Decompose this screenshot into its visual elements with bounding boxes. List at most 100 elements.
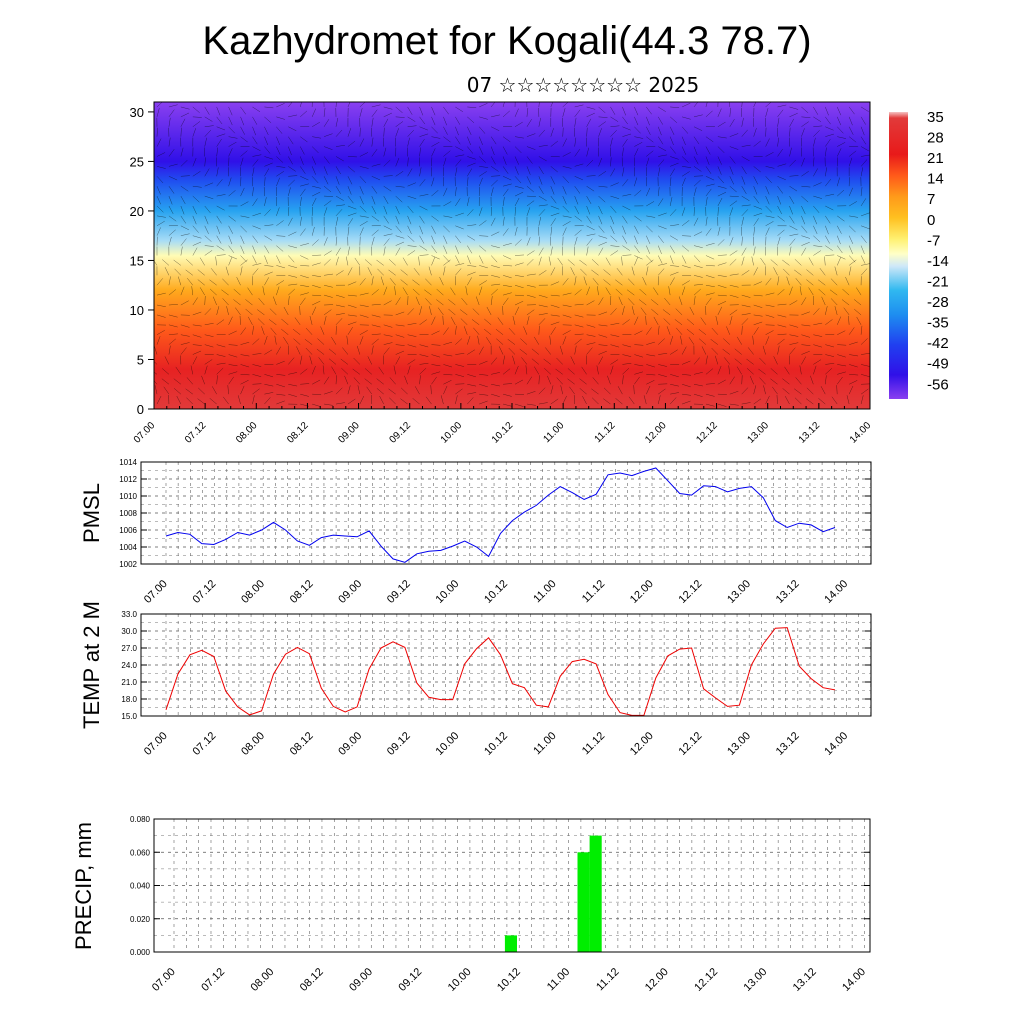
wind-barb: [292, 329, 301, 335]
wind-barb: [443, 374, 453, 376]
wind-barb: [765, 330, 774, 335]
wind-barb: [383, 246, 386, 256]
wind-barb: [455, 212, 464, 217]
wind-barb: [395, 171, 404, 177]
wind-barb: [657, 245, 662, 255]
wind-barb: [180, 147, 184, 157]
wind-barb: [598, 116, 608, 118]
wind-barb: [364, 259, 372, 266]
wind-barb: [586, 334, 596, 337]
wind-barb: [288, 156, 293, 165]
wind-barb: [252, 353, 262, 355]
wind-barb: [646, 116, 650, 126]
wind-barb: [192, 116, 202, 118]
wind-barb: [753, 212, 763, 217]
wind-barb: [264, 336, 268, 345]
wind-barb: [693, 245, 703, 249]
wind-barb: [825, 254, 835, 256]
wind-barb: [371, 149, 378, 157]
wind-barb: [216, 225, 221, 235]
wind-barb: [538, 216, 542, 226]
wind-barb: [634, 354, 644, 358]
wind-barb: [395, 225, 402, 233]
wind-barb: [729, 390, 739, 395]
chart-subtitle: 07 ☆☆☆☆☆☆☆☆ 2025: [467, 73, 700, 97]
wind-barb: [825, 167, 828, 177]
wind-barb: [860, 395, 864, 405]
wind-barb: [156, 152, 166, 157]
wind-barb: [323, 309, 332, 316]
wind-barb: [663, 318, 671, 326]
wind-barb: [228, 215, 236, 222]
wind-barb: [860, 225, 870, 230]
wind-barb: [412, 279, 420, 286]
wind-barb: [801, 235, 811, 239]
wind-barb: [538, 256, 542, 266]
wind-barb: [228, 141, 237, 147]
wind-barb: [359, 215, 369, 218]
wind-barb: [618, 296, 623, 306]
wind-barb: [431, 364, 441, 367]
wind-barb: [586, 112, 595, 118]
wind-barb: [789, 286, 793, 296]
wind-barb: [753, 195, 760, 204]
wind-barb: [526, 250, 535, 256]
xtick-label: 07.00: [142, 578, 170, 606]
wind-barb: [693, 255, 701, 263]
wind-barb: [574, 186, 581, 194]
wind-barb: [765, 186, 770, 195]
wind-barb: [622, 306, 625, 315]
wind-barb: [467, 277, 472, 286]
wind-barb: [174, 268, 182, 276]
wind-barb: [680, 335, 683, 345]
wind-barb: [603, 269, 611, 276]
wind-barb: [300, 284, 310, 287]
wind-barb: [503, 393, 512, 397]
wind-barb: [808, 257, 814, 266]
wind-barb: [394, 286, 396, 296]
wind-barb: [347, 205, 357, 210]
wind-barb: [502, 255, 512, 260]
wind-barb: [705, 403, 715, 407]
wind-barb: [531, 358, 540, 365]
wind-barb: [383, 286, 388, 296]
wind-barb: [240, 266, 243, 276]
xtick-label: 11.12: [580, 578, 607, 605]
xtick-label: 09.00: [336, 730, 364, 758]
wind-barb: [168, 104, 178, 108]
wind-barb: [288, 114, 298, 118]
wind-barb: [610, 235, 618, 242]
wind-barb: [371, 163, 381, 167]
wind-barb: [681, 102, 691, 108]
wind-barb: [288, 357, 295, 365]
wind-barb: [383, 185, 392, 192]
wind-barb: [836, 116, 842, 126]
wind-barb: [759, 377, 766, 385]
wind-barb: [717, 176, 725, 184]
wind-barb: [460, 318, 468, 326]
wind-barb: [813, 359, 822, 365]
wind-barb: [490, 179, 498, 187]
wind-barb: [443, 225, 450, 233]
wind-barb: [592, 377, 599, 385]
wind-barb: [837, 126, 844, 134]
wind-barb: [646, 255, 653, 263]
wind-barb: [842, 288, 850, 296]
wind-barb: [347, 281, 357, 286]
wind-barb: [848, 136, 857, 143]
wind-barb: [395, 235, 405, 239]
wind-barb: [598, 334, 608, 338]
wind-barb: [323, 156, 330, 164]
wind-barb: [413, 268, 420, 276]
wind-barb: [264, 126, 269, 135]
wind-barb: [586, 238, 593, 246]
wind-barb: [526, 200, 535, 207]
wind-barb: [312, 275, 322, 278]
wind-barb: [670, 162, 679, 167]
wind-barb: [490, 296, 493, 306]
wind-barb: [341, 367, 349, 375]
wind-barb: [741, 117, 744, 127]
wind-barb: [574, 195, 579, 205]
wind-barb: [331, 366, 337, 375]
wind-barb: [173, 259, 182, 266]
